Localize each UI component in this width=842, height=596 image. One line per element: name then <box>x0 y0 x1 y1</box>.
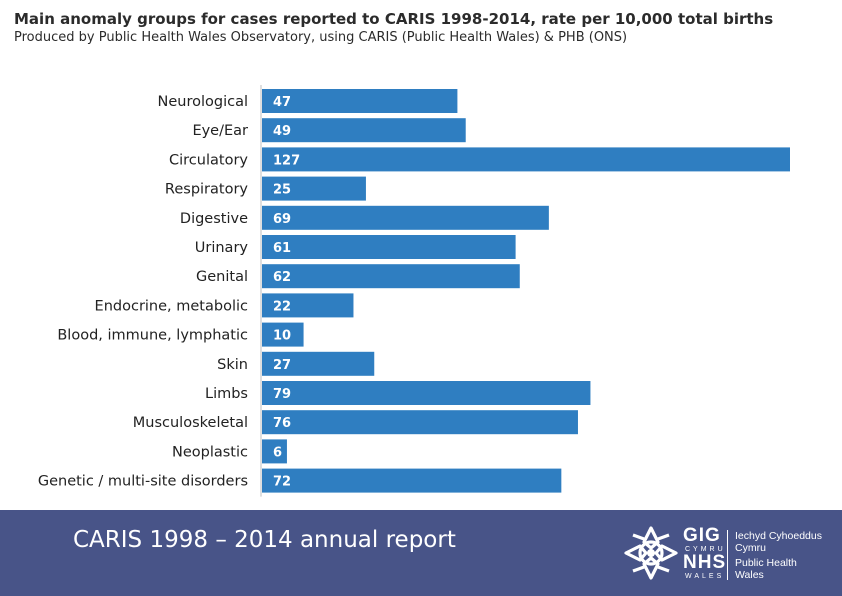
data-label: 25 <box>273 183 291 198</box>
data-label: 22 <box>273 299 291 314</box>
bar <box>262 293 354 318</box>
logo-cymru-text: CYMRU <box>685 546 726 553</box>
logo-org-welsh: Iechyd Cyhoeddus Cymru <box>735 530 822 554</box>
chart-header: Main anomaly groups for cases reported t… <box>14 10 824 47</box>
celtic-knot-icon <box>624 526 678 580</box>
logo-wales-text: WALES <box>685 573 725 580</box>
category-label: Limbs <box>205 386 248 402</box>
bar <box>262 147 790 172</box>
data-label: 49 <box>273 124 291 139</box>
chart-title: Main anomaly groups for cases reported t… <box>14 10 774 28</box>
logo-divider <box>727 530 728 580</box>
category-label: Circulatory <box>169 152 248 168</box>
data-label: 62 <box>273 270 291 285</box>
footer-banner: CARIS 1998 – 2014 annual report GIG CYMR… <box>0 510 842 596</box>
category-label: Genital <box>196 269 248 285</box>
data-label: 79 <box>273 387 291 402</box>
category-label: Musculoskeletal <box>133 415 248 431</box>
bar <box>262 410 578 435</box>
data-label: 69 <box>273 212 291 227</box>
bar <box>262 118 466 143</box>
data-label: 10 <box>273 329 291 344</box>
data-label: 76 <box>273 416 291 431</box>
report-title: CARIS 1998 – 2014 annual report <box>73 527 456 553</box>
logo-org-english-line2: Wales <box>735 569 764 581</box>
bar <box>262 235 516 259</box>
bar <box>262 322 304 347</box>
logo-org-english: Public Health Wales <box>735 557 797 581</box>
bar <box>262 264 520 289</box>
data-label: 127 <box>273 153 300 168</box>
data-label: 6 <box>273 445 282 460</box>
category-label: Digestive <box>180 211 248 227</box>
logo-nhs-text: NHS <box>683 552 727 573</box>
category-label: Respiratory <box>165 182 248 198</box>
bar-chart: Neurological 47 Eye/Ear 49 Circulatory 127 Res… <box>38 85 790 497</box>
category-label: Genetic / multi-site disorders <box>38 474 248 490</box>
bar <box>262 468 562 493</box>
bar <box>262 381 591 405</box>
category-label: Endocrine, metabolic <box>95 298 248 314</box>
data-label: 72 <box>273 475 291 490</box>
chart-subtitle: Produced by Public Health Wales Observat… <box>14 30 628 45</box>
data-label: 61 <box>273 241 291 256</box>
logo-org-welsh-line2: Cymru <box>735 542 766 554</box>
category-label: Neurological <box>158 94 249 110</box>
logo-org-welsh-line1: Iechyd Cyhoeddus <box>735 530 822 542</box>
category-label: Skin <box>217 357 248 373</box>
bar <box>262 205 549 230</box>
logo-gig-text: GIG <box>683 525 721 546</box>
category-label: Eye/Ear <box>192 123 248 139</box>
data-label: 47 <box>273 95 291 110</box>
category-label: Blood, immune, lymphatic <box>57 328 248 344</box>
bar <box>262 351 375 376</box>
data-label: 27 <box>273 358 291 373</box>
bar <box>262 176 366 201</box>
category-label: Neoplastic <box>172 444 248 460</box>
logo-org-english-line1: Public Health <box>735 557 797 569</box>
bar <box>262 89 458 113</box>
bar <box>262 439 287 464</box>
category-label: Urinary <box>195 240 249 256</box>
